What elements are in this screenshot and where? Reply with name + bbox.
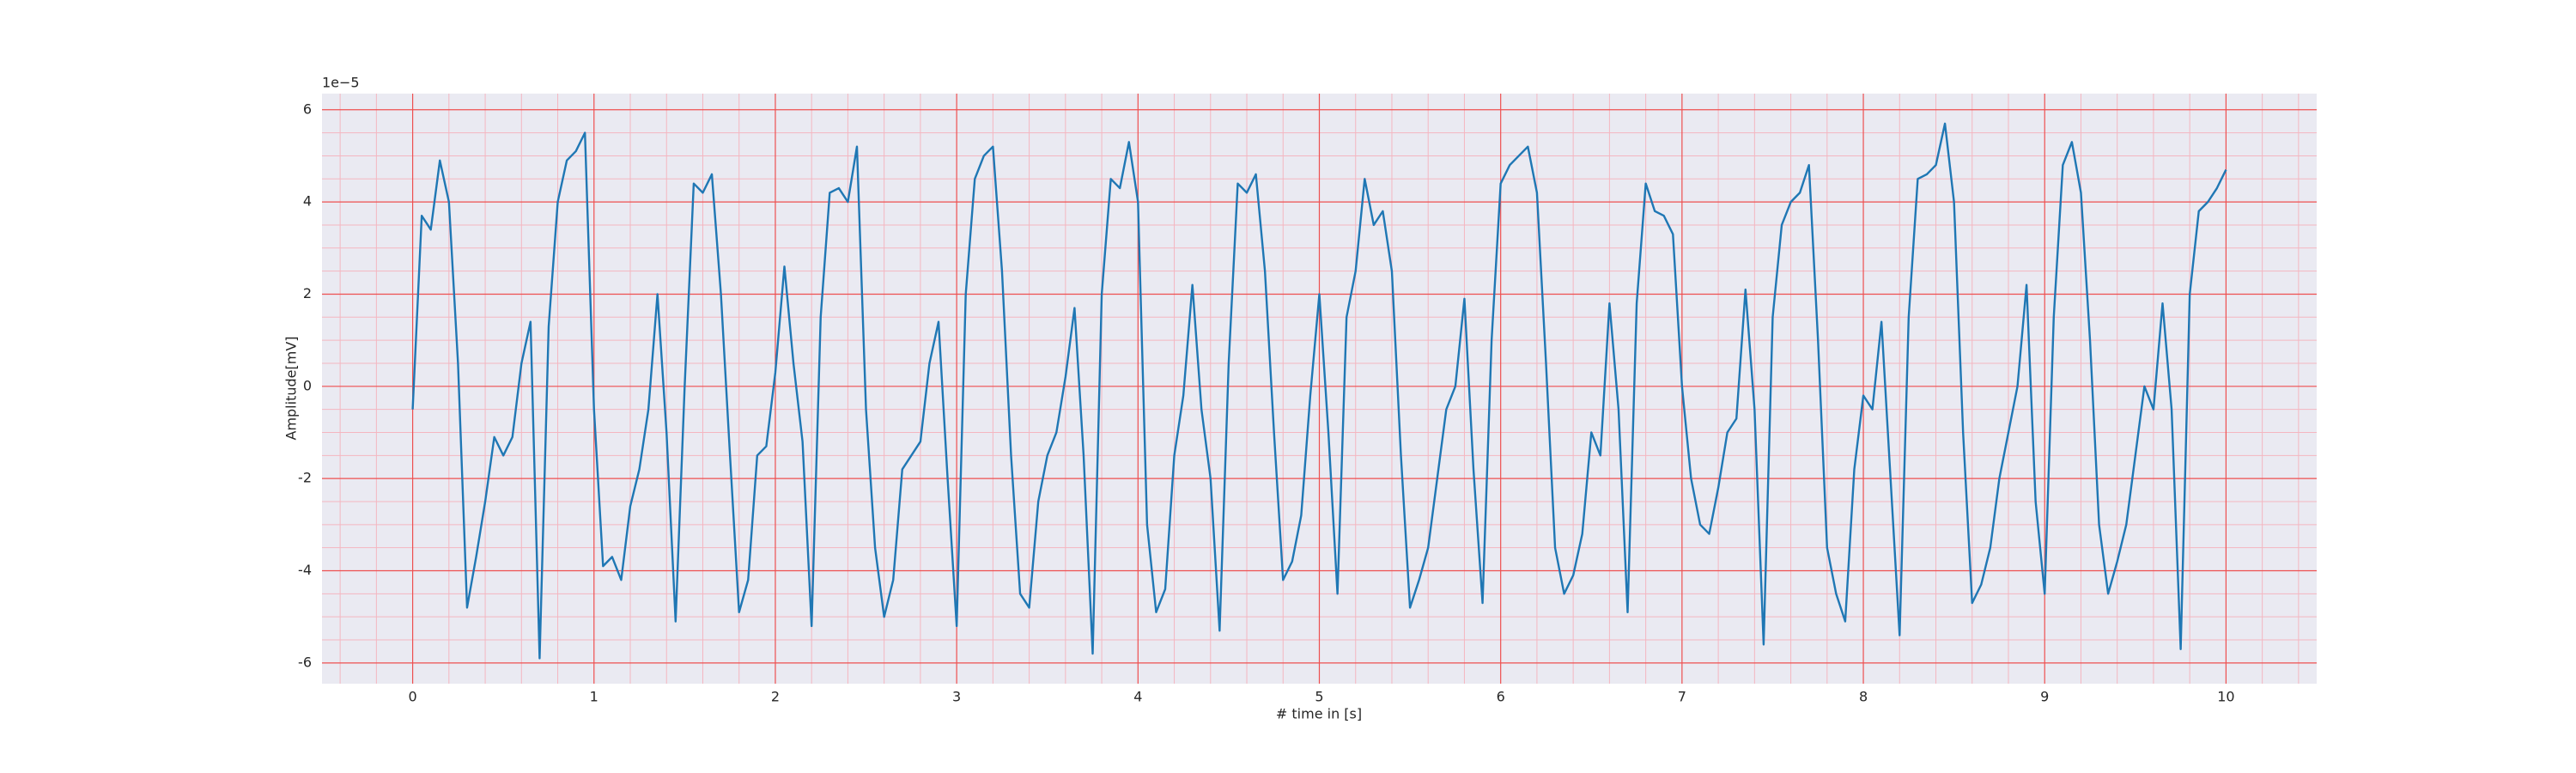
y-tick-label: 2 <box>303 285 312 301</box>
y-offset-text: 1e−5 <box>322 75 360 91</box>
y-tick-label: -4 <box>298 562 312 578</box>
x-tick-label: 2 <box>771 689 780 705</box>
x-tick-label: 1 <box>590 689 598 705</box>
y-tick-label: -6 <box>298 654 312 670</box>
x-tick-label: 3 <box>952 689 961 705</box>
x-tick-label: 10 <box>2217 689 2234 705</box>
x-tick-label: 7 <box>1678 689 1686 705</box>
x-tick-label: 9 <box>2040 689 2049 705</box>
x-tick-label: 0 <box>408 689 416 705</box>
x-tick-label: 4 <box>1133 689 1142 705</box>
y-tick-label: 4 <box>303 193 312 210</box>
signal-line <box>411 122 2227 660</box>
y-tick-label: 0 <box>303 377 312 393</box>
y-tick-label: -2 <box>298 470 312 486</box>
x-tick-label: 5 <box>1315 689 1323 705</box>
y-tick-label: 6 <box>303 100 312 117</box>
x-tick-label: 6 <box>1497 689 1505 705</box>
y-axis-label: Amplitude[mV] <box>283 336 300 440</box>
x-axis-label: # time in [s] <box>1276 706 1362 722</box>
x-tick-label: 8 <box>1859 689 1868 705</box>
